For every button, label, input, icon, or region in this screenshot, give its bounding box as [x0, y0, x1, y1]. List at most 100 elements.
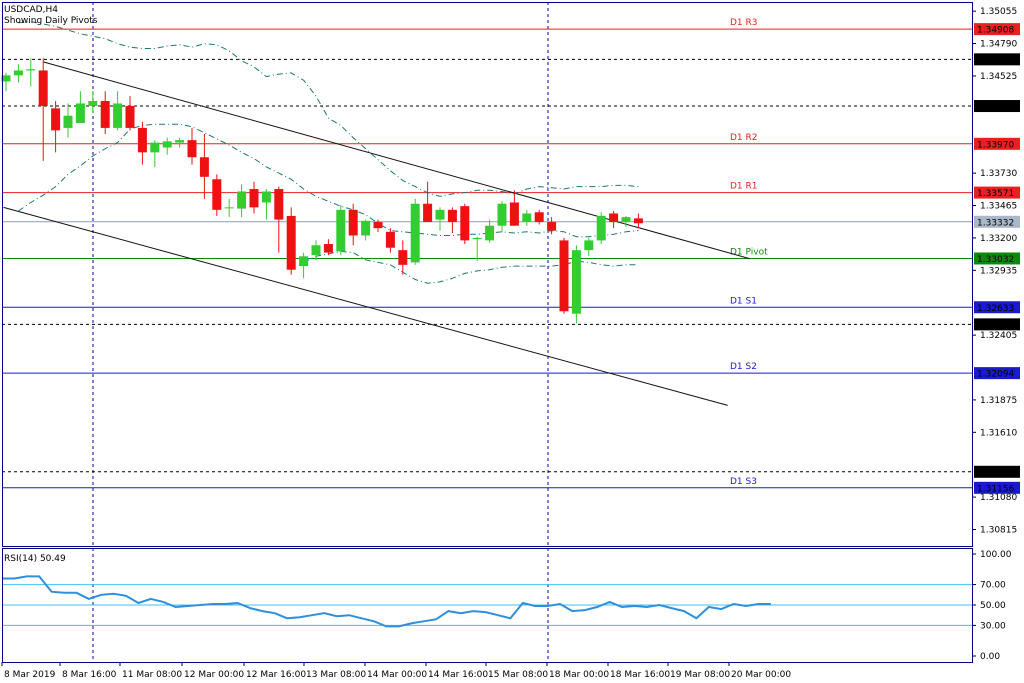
candle-body [175, 140, 185, 143]
time-tick-label: 19 Mar 08:00 [670, 670, 730, 680]
candle [150, 140, 160, 168]
candle [621, 215, 631, 227]
candle-body [410, 203, 420, 263]
level-price-box [974, 23, 1020, 36]
candle [299, 252, 309, 279]
time-tick-label: 13 Mar 08:00 [306, 670, 366, 680]
symbol-title: USDCAD,H4 [4, 5, 58, 15]
candle-body [286, 215, 296, 270]
candle [113, 91, 123, 131]
price-tick-label: 1.34525 [980, 72, 1017, 82]
time-tick-label: 14 Mar 16:00 [428, 670, 488, 680]
time-tick-label: 8 Mar 16:00 [62, 670, 117, 680]
candle-body [125, 105, 135, 128]
level-price-box [974, 186, 1020, 199]
candle [410, 198, 420, 265]
current-price-label: 1.33332 [977, 218, 1014, 228]
level-price-label: 1.32094 [977, 370, 1014, 380]
price-tick-label: 1.32405 [980, 331, 1017, 341]
rsi-frame [2, 548, 973, 663]
candle [261, 189, 271, 220]
time-tick-label: 18 Mar 00:00 [549, 670, 609, 680]
rsi-tick-label: 0.00 [980, 652, 1000, 662]
level-name: D1 S3 [730, 477, 757, 487]
dotted-price-box [974, 53, 1020, 66]
level-price-label: 1.32633 [977, 304, 1014, 314]
candle-body [63, 115, 73, 128]
candle [348, 203, 358, 246]
candle [447, 207, 457, 234]
candle-body [38, 70, 48, 106]
rsi-tick-label: 30.00 [980, 621, 1006, 631]
frame [2, 2, 973, 663]
level-name: D1 R1 [730, 182, 758, 192]
main-frame [2, 2, 973, 547]
candle [63, 103, 73, 138]
price-tick-label: 1.31875 [980, 396, 1017, 406]
candle [323, 239, 333, 256]
candle [199, 134, 209, 199]
candle [460, 203, 470, 245]
candle-body [447, 209, 457, 223]
candle-body [485, 225, 495, 241]
candle [596, 212, 606, 245]
price-axis: 1.35055 1.34790 1.34525 1.33730 1.33465 1.332… [972, 7, 1020, 662]
candle-body [584, 240, 594, 251]
current-price-box [974, 215, 1020, 228]
candle [162, 137, 172, 155]
price-tick-label: 1.30815 [980, 525, 1017, 535]
candle-body [633, 218, 643, 224]
candle [88, 91, 98, 114]
level-price-box [974, 481, 1020, 494]
time-tick-label: 11 Mar 08:00 [122, 670, 182, 680]
dotted-price-label: 1.34661 [977, 56, 1014, 66]
candle [385, 228, 395, 253]
candle-body [237, 191, 247, 209]
candle [547, 217, 557, 235]
candle [13, 64, 23, 83]
candle-body [348, 209, 358, 236]
candle [286, 207, 296, 275]
lower-envelope [303, 250, 639, 284]
candle-body [522, 213, 532, 223]
middle-envelope [18, 123, 639, 238]
candle [423, 181, 433, 223]
candle [224, 198, 234, 218]
candles[interactable] [1, 58, 643, 324]
candle [187, 127, 197, 165]
candle-body [224, 207, 234, 209]
level-price-box [974, 137, 1020, 150]
candle [175, 137, 185, 148]
candle-body [274, 189, 284, 220]
candle-body [299, 256, 309, 267]
candle-body [621, 217, 631, 223]
candle [137, 121, 147, 165]
envelope-lines [18, 21, 639, 284]
candle-body [1, 75, 11, 82]
candle [361, 219, 371, 241]
candle [534, 209, 544, 225]
candle-body [373, 222, 383, 229]
price-tick-label: 1.35055 [980, 7, 1017, 17]
candle-body [13, 70, 23, 76]
candle [584, 237, 594, 257]
pivot-levels: D1 R3 D1 R2 D1 R1 D1 Pivot D1 S1 D1 S2 D1 S3 [2, 18, 972, 489]
candle [212, 174, 222, 216]
candle-body [472, 237, 482, 240]
level-name: D1 R3 [730, 18, 758, 28]
rsi-tick-label: 50.00 [980, 601, 1006, 611]
upper-envelope [18, 21, 639, 197]
candle [398, 240, 408, 275]
candle-body [361, 220, 371, 236]
candle [311, 240, 321, 260]
dotted-price-label: 1.31287 [977, 468, 1014, 478]
dotted-price-label: 1.34279 [977, 103, 1014, 113]
time-tick-label: 12 Mar 00:00 [184, 670, 244, 680]
candle [509, 190, 519, 226]
candle [485, 219, 495, 243]
candle [609, 211, 619, 229]
candle [75, 91, 85, 124]
level-price-label: 1.34908 [977, 26, 1014, 36]
